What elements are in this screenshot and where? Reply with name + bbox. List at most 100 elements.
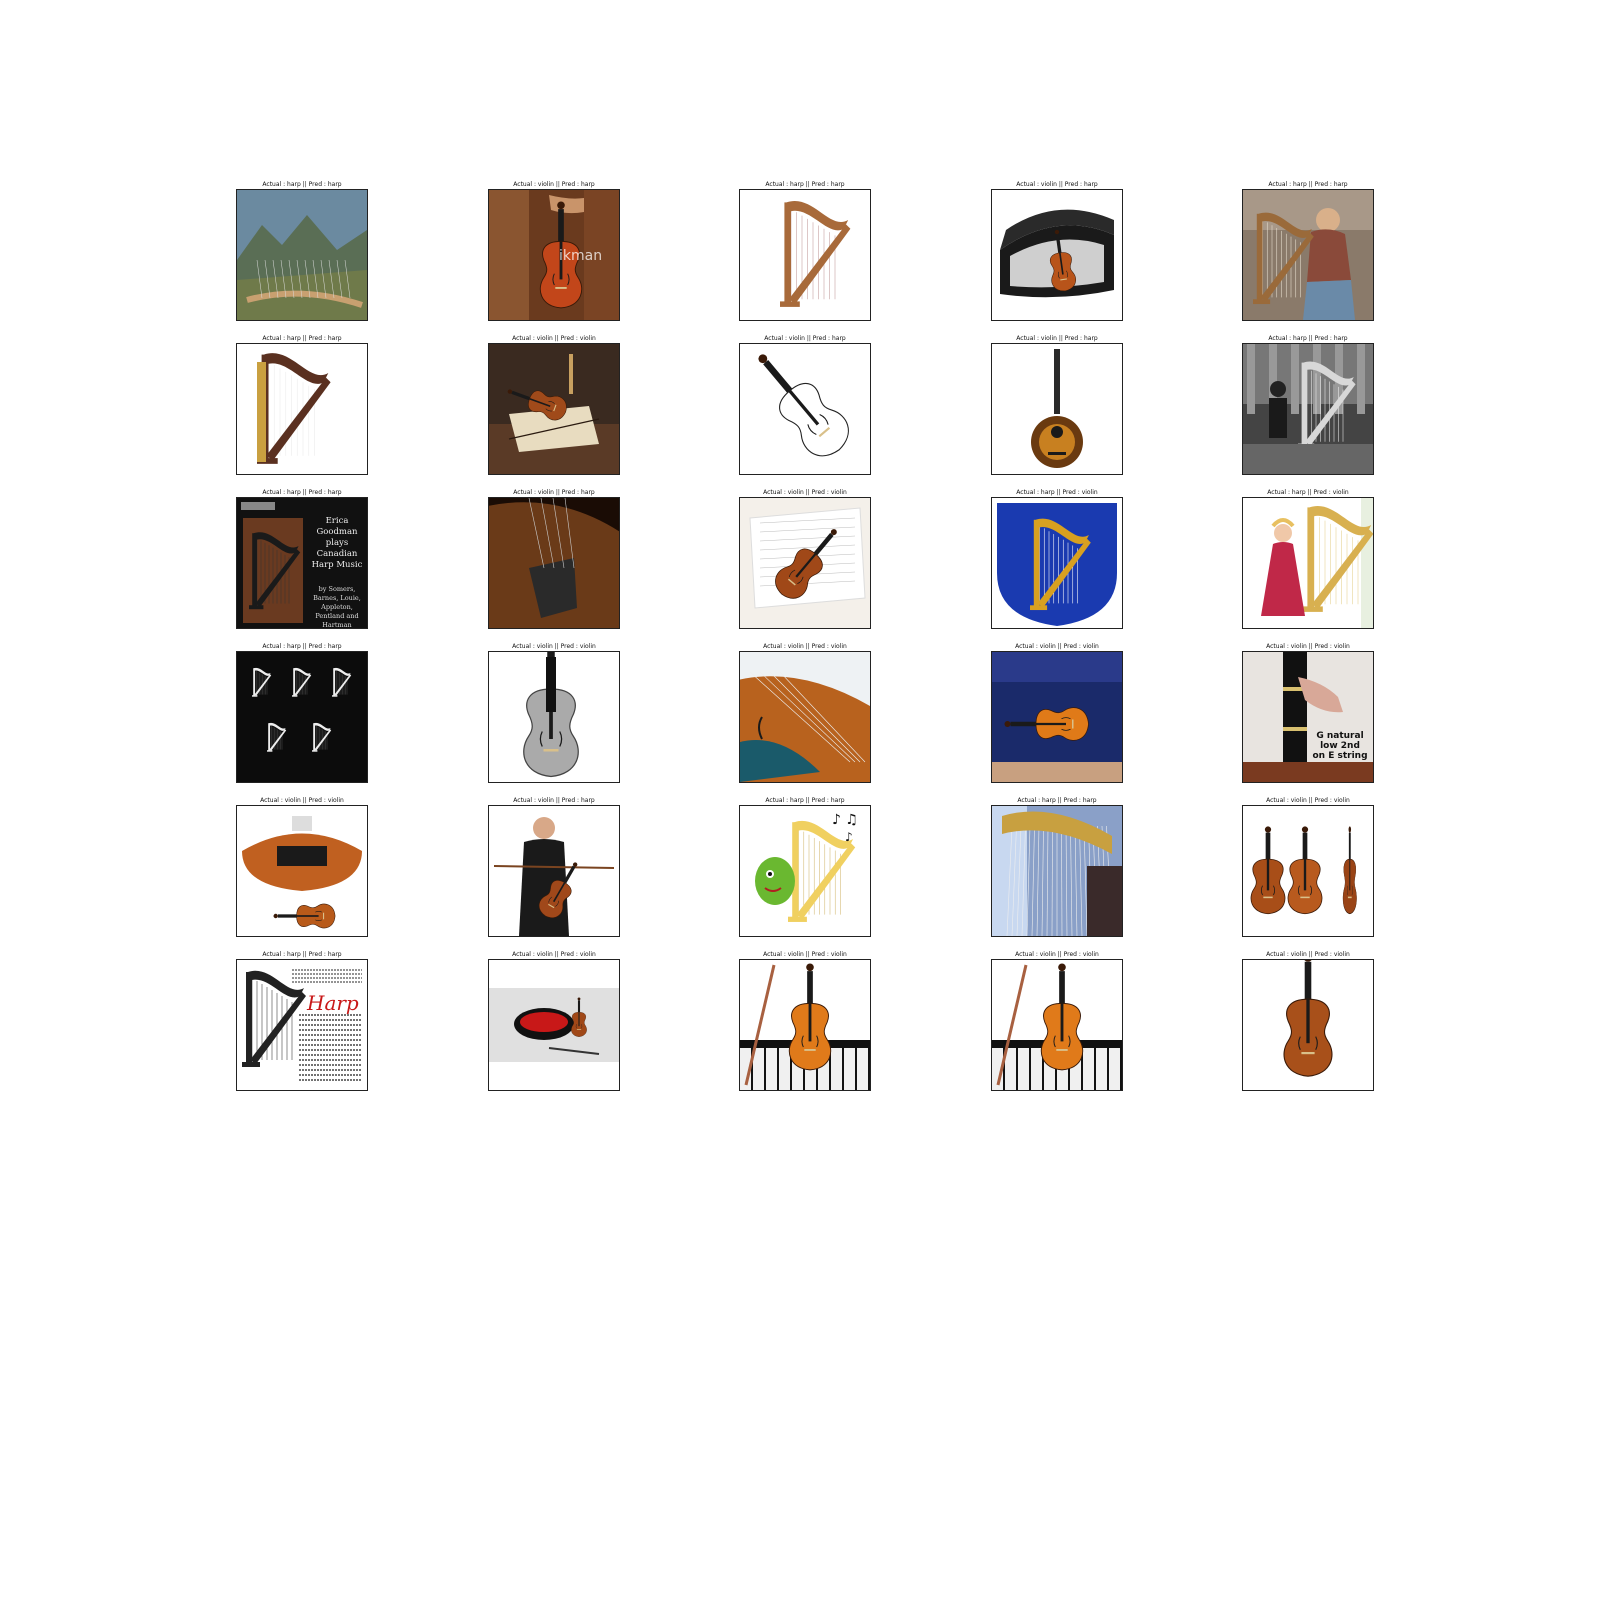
instrument-image [1242, 959, 1374, 1091]
instrument-image [1242, 805, 1374, 937]
prediction-label: Actual : harp || Pred : harp [262, 643, 342, 650]
instrument-image-graphic [992, 498, 1122, 628]
prediction-label: Actual : violin || Pred : harp [513, 181, 595, 188]
prediction-label: Actual : harp || Pred : harp [1268, 335, 1348, 342]
instrument-image [1242, 497, 1374, 629]
prediction-label: Actual : harp || Pred : harp [262, 181, 342, 188]
watermark-text: ikman [559, 248, 602, 264]
instrument-image-graphic [992, 806, 1122, 936]
instrument-image-graphic [740, 190, 870, 320]
instrument-image-graphic: Harp [237, 960, 367, 1090]
instrument-image: G natural low 2nd on E string [1242, 651, 1374, 783]
instrument-image-graphic [1243, 806, 1373, 936]
instrument-image [991, 189, 1123, 321]
prediction-label: Actual : violin || Pred : violin [1266, 797, 1350, 804]
instrument-image [739, 497, 871, 629]
cover-credit-line: Barnes, Louie, [313, 594, 361, 602]
instrument-image: Harp [236, 959, 368, 1091]
instrument-image [488, 343, 620, 475]
instrument-image [488, 651, 620, 783]
prediction-label: Actual : violin || Pred : violin [260, 797, 344, 804]
prediction-cell: Actual : harp || Pred : harp [236, 334, 368, 476]
instrument-image-graphic: ikman [489, 190, 619, 320]
instrument-image [488, 497, 620, 629]
instrument-image-graphic [237, 344, 367, 474]
cover-credit-line: Pentland and [315, 612, 358, 620]
instrument-image-graphic [489, 344, 619, 474]
prediction-cell: Actual : violin || Pred : violin [739, 488, 871, 630]
instrument-image-graphic [237, 190, 367, 320]
prediction-cell: Actual : violin || Pred : harp [488, 488, 620, 630]
instrument-image-graphic: ♪ ♫ ♪ [740, 806, 870, 936]
instrument-image-graphic [489, 960, 619, 1090]
prediction-cell: Actual : violin || Pred : violin [1242, 950, 1374, 1092]
cover-title-line: plays [326, 538, 348, 548]
svg-text:♪: ♪ [845, 830, 853, 844]
prediction-cell: Actual : harp || Pred : violin [991, 488, 1123, 630]
prediction-cell: Actual : harp || Pred : harp [739, 180, 871, 322]
instrument-image-graphic [740, 498, 870, 628]
instrument-image [991, 651, 1123, 783]
instrument-image [236, 343, 368, 475]
instrument-image: ♪ ♫ ♪ [739, 805, 871, 937]
instrument-image: ikman [488, 189, 620, 321]
prediction-label: Actual : violin || Pred : violin [512, 335, 596, 342]
instrument-image-graphic [1243, 344, 1373, 474]
prediction-label: Actual : harp || Pred : harp [1017, 797, 1097, 804]
instrument-image [1242, 343, 1374, 475]
cover-credit-line: by Somers, [319, 585, 356, 593]
cover-credit-line: Hartman [322, 621, 352, 628]
prediction-cell: Actual : violin || Pred : harp [991, 180, 1123, 322]
cover-title-line: Canadian [317, 549, 358, 559]
prediction-cell: Actual : harp || Pred : harp [236, 180, 368, 322]
prediction-cell: Actual : harp || Pred : harp [991, 796, 1123, 938]
instrument-image-graphic [1243, 960, 1373, 1090]
prediction-label: Actual : violin || Pred : harp [513, 489, 595, 496]
prediction-label: Actual : violin || Pred : violin [1015, 951, 1099, 958]
prediction-label: Actual : harp || Pred : violin [1016, 489, 1098, 496]
prediction-cell: Actual : violin || Pred : violin [991, 950, 1123, 1092]
prediction-cell: Actual : violin || Pred : harp [739, 334, 871, 476]
prediction-cell: Actual : violin || Pred : violin [991, 642, 1123, 784]
prediction-label: Actual : violin || Pred : harp [513, 797, 595, 804]
instrument-image [991, 959, 1123, 1091]
prediction-cell: Actual : violin || Pred : harp ikman [488, 180, 620, 322]
prediction-cell: Actual : violin || Pred : violin [739, 950, 871, 1092]
cover-title-line: Goodman [316, 527, 358, 537]
prediction-label: Actual : violin || Pred : violin [512, 643, 596, 650]
prediction-label: Actual : violin || Pred : violin [763, 951, 847, 958]
prediction-label: Actual : violin || Pred : violin [763, 643, 847, 650]
prediction-cell: Actual : violin || Pred : violin [1242, 796, 1374, 938]
cover-credit-line: Appleton, [320, 603, 353, 611]
svg-text:♪ ♫: ♪ ♫ [832, 812, 858, 828]
instrument-image-graphic [1243, 190, 1373, 320]
prediction-cell: Actual : violin || Pred : harp [488, 796, 620, 938]
instrument-image [739, 651, 871, 783]
instrument-image [991, 343, 1123, 475]
instrument-image-graphic [992, 960, 1122, 1090]
prediction-label: Actual : violin || Pred : violin [1266, 951, 1350, 958]
prediction-cell: Actual : harp || Pred : harp [1242, 334, 1374, 476]
instrument-image-graphic [992, 652, 1122, 782]
instrument-image-graphic [489, 498, 619, 628]
instrument-image [739, 189, 871, 321]
instrument-image [1242, 189, 1374, 321]
prediction-cell: Actual : violin || Pred : violin [488, 950, 620, 1092]
prediction-label: Actual : harp || Pred : violin [1267, 489, 1349, 496]
instrument-image-graphic [992, 190, 1122, 320]
prediction-cell: Actual : violin || Pred : violin [488, 334, 620, 476]
prediction-label: Actual : violin || Pred : violin [763, 489, 847, 496]
instrument-image-graphic [489, 806, 619, 936]
prediction-label: Actual : violin || Pred : harp [1016, 335, 1098, 342]
prediction-label: Actual : violin || Pred : violin [1015, 643, 1099, 650]
prediction-cell: Actual : violin || Pred : harp [991, 334, 1123, 476]
prediction-label: Actual : harp || Pred : harp [765, 181, 845, 188]
instrument-image [488, 805, 620, 937]
instrument-image [991, 805, 1123, 937]
page-heading-text: Harp [306, 991, 359, 1015]
instrument-image [236, 651, 368, 783]
instrument-image [739, 959, 871, 1091]
prediction-label: Actual : violin || Pred : harp [1016, 181, 1098, 188]
prediction-cell: Actual : violin || Pred : violin [236, 796, 368, 938]
